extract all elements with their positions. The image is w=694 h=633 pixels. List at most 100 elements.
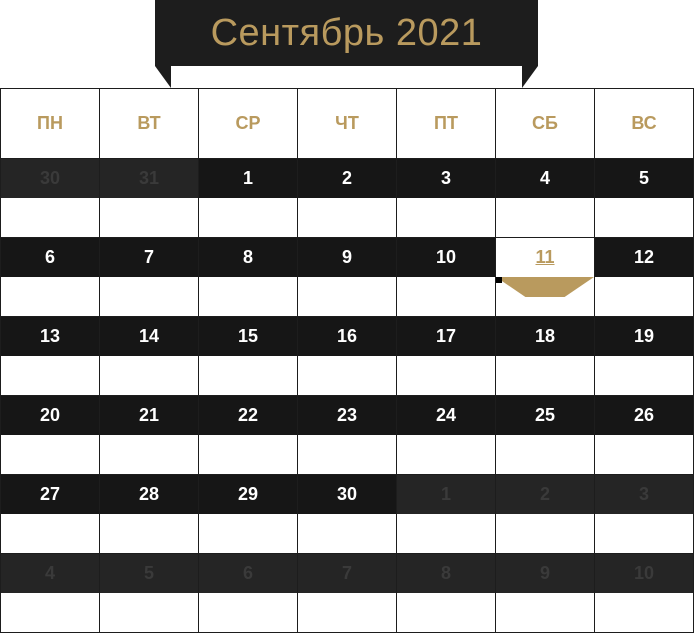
day-number: 10 [633, 563, 655, 583]
days-grid: 30 31 1 2 3 4 5 6 7 8 9 10 11 12 13 14 15 16 17 18 19 20 21 22 2… [0, 159, 694, 633]
day-number: 1 [440, 484, 451, 504]
day-cell[interactable]: 25 [496, 396, 595, 475]
day-cell[interactable]: 15 [199, 317, 298, 396]
day-number: 3 [638, 484, 649, 504]
day-cell[interactable]: 8 [199, 238, 298, 317]
day-cell-other-month[interactable]: 7 [298, 554, 397, 633]
day-number: 18 [534, 326, 556, 346]
day-number: 17 [435, 326, 457, 346]
day-number-bar: 2 [298, 159, 396, 198]
month-banner: Сентябрь 2021 [155, 0, 538, 66]
day-number: 5 [638, 168, 649, 188]
day-cell[interactable]: 4 [496, 159, 595, 238]
weekday-label: СР [199, 88, 298, 159]
day-cell[interactable]: 10 [397, 238, 496, 317]
day-number-bar: 25 [496, 396, 594, 435]
day-number-bar: 3 [595, 475, 693, 514]
day-cell[interactable]: 16 [298, 317, 397, 396]
day-number: 16 [336, 326, 358, 346]
day-cell[interactable]: 20 [1, 396, 100, 475]
day-cell-other-month[interactable]: 6 [199, 554, 298, 633]
day-number-bar: 12 [595, 238, 693, 277]
day-cell-other-month[interactable]: 8 [397, 554, 496, 633]
day-number-bar: 31 [100, 159, 198, 198]
day-number: 10 [435, 247, 457, 267]
day-number: 9 [341, 247, 352, 267]
day-cell[interactable]: 9 [298, 238, 397, 317]
day-number-bar: 10 [397, 238, 495, 277]
day-number-bar: 8 [199, 238, 297, 277]
day-cell[interactable]: 29 [199, 475, 298, 554]
today-marker [496, 277, 594, 297]
day-number-bar: 11 [496, 238, 594, 277]
day-number: 3 [440, 168, 451, 188]
day-number-bar: 8 [397, 554, 495, 593]
day-number-bar: 29 [199, 475, 297, 514]
day-number-bar: 15 [199, 317, 297, 356]
day-number-bar: 23 [298, 396, 396, 435]
day-number: 4 [44, 563, 55, 583]
day-cell[interactable]: 2 [298, 159, 397, 238]
day-cell-other-month[interactable]: 2 [496, 475, 595, 554]
day-number: 19 [633, 326, 655, 346]
day-number-bar: 5 [595, 159, 693, 198]
day-number: 1 [242, 168, 253, 188]
day-cell[interactable]: 5 [595, 159, 694, 238]
day-cell-other-month[interactable]: 5 [100, 554, 199, 633]
day-number: 13 [39, 326, 61, 346]
day-number: 30 [39, 168, 61, 188]
day-cell[interactable]: 1 [199, 159, 298, 238]
weekday-label: ВС [595, 88, 694, 159]
day-cell[interactable]: 30 [298, 475, 397, 554]
day-number-bar: 20 [1, 396, 99, 435]
day-cell[interactable]: 13 [1, 317, 100, 396]
day-number: 23 [336, 405, 358, 425]
day-number-bar: 28 [100, 475, 198, 514]
day-cell[interactable]: 7 [100, 238, 199, 317]
day-cell[interactable]: 12 [595, 238, 694, 317]
day-cell[interactable]: 6 [1, 238, 100, 317]
day-cell[interactable]: 28 [100, 475, 199, 554]
day-cell[interactable]: 22 [199, 396, 298, 475]
day-number-bar: 21 [100, 396, 198, 435]
day-number: 6 [242, 563, 253, 583]
day-cell[interactable]: 23 [298, 396, 397, 475]
day-cell-other-month[interactable]: 9 [496, 554, 595, 633]
day-cell[interactable]: 17 [397, 317, 496, 396]
day-cell[interactable]: 14 [100, 317, 199, 396]
day-cell-other-month[interactable]: 30 [1, 159, 100, 238]
weekday-label: ПН [1, 88, 100, 159]
day-cell[interactable]: 21 [100, 396, 199, 475]
day-number: 22 [237, 405, 259, 425]
day-cell[interactable]: 18 [496, 317, 595, 396]
today-marker-shape [496, 277, 594, 297]
day-cell[interactable]: 19 [595, 317, 694, 396]
day-cell-today[interactable]: 11 [496, 238, 595, 317]
day-number-bar: 1 [397, 475, 495, 514]
day-cell[interactable]: 26 [595, 396, 694, 475]
day-cell[interactable]: 3 [397, 159, 496, 238]
day-number-bar: 4 [496, 159, 594, 198]
day-cell-other-month[interactable]: 31 [100, 159, 199, 238]
day-cell-other-month[interactable]: 1 [397, 475, 496, 554]
calendar-grid: ПН ВТ СР ЧТ ПТ СБ ВС 30 31 1 2 3 4 5 6 7 8 9 10 11 12 13 14 15… [0, 88, 694, 633]
day-cell-other-month[interactable]: 10 [595, 554, 694, 633]
day-number-bar: 22 [199, 396, 297, 435]
day-cell-other-month[interactable]: 3 [595, 475, 694, 554]
day-number: 20 [39, 405, 61, 425]
day-cell[interactable]: 24 [397, 396, 496, 475]
day-number-bar: 18 [496, 317, 594, 356]
day-cell[interactable]: 27 [1, 475, 100, 554]
day-number-bar: 19 [595, 317, 693, 356]
banner-fold-right [522, 66, 538, 88]
day-number-bar: 4 [1, 554, 99, 593]
month-header: Сентябрь 2021 [155, 0, 538, 88]
day-number-bar: 2 [496, 475, 594, 514]
day-number: 12 [633, 247, 655, 267]
day-number-bar: 16 [298, 317, 396, 356]
day-number-bar: 13 [1, 317, 99, 356]
day-cell-other-month[interactable]: 4 [1, 554, 100, 633]
day-number: 14 [138, 326, 160, 346]
day-number-bar: 24 [397, 396, 495, 435]
month-title: Сентябрь 2021 [210, 11, 483, 54]
